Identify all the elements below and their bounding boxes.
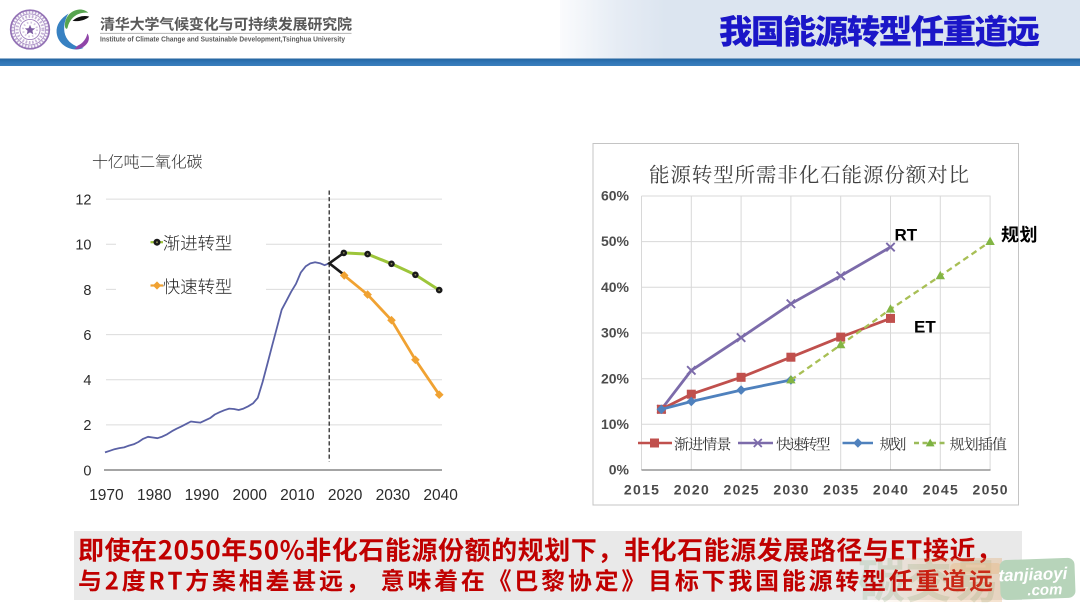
- svg-text:0%: 0%: [609, 462, 630, 478]
- svg-text:4: 4: [83, 373, 91, 389]
- svg-text:2020: 2020: [674, 482, 710, 498]
- svg-text:ET: ET: [914, 318, 936, 337]
- svg-text:2030: 2030: [773, 482, 809, 498]
- svg-text:20%: 20%: [601, 370, 630, 386]
- svg-text:10%: 10%: [601, 416, 630, 432]
- svg-text:2015: 2015: [624, 482, 660, 498]
- svg-text:1970: 1970: [89, 487, 124, 504]
- svg-text:1980: 1980: [137, 487, 172, 504]
- svg-text:12: 12: [75, 193, 91, 209]
- svg-text:2: 2: [83, 418, 91, 434]
- svg-text:2035: 2035: [823, 482, 859, 498]
- svg-text:.com: .com: [1027, 581, 1063, 599]
- svg-text:2000: 2000: [232, 487, 267, 504]
- svg-text:1990: 1990: [185, 487, 220, 504]
- svg-text:40%: 40%: [601, 279, 630, 295]
- svg-text:50%: 50%: [601, 233, 630, 249]
- svg-text:10: 10: [75, 238, 91, 254]
- svg-text:2025: 2025: [724, 482, 760, 498]
- svg-text:0: 0: [83, 463, 91, 479]
- svg-text:2030: 2030: [376, 487, 411, 504]
- svg-text:2040: 2040: [423, 487, 458, 504]
- svg-text:30%: 30%: [601, 325, 630, 341]
- svg-text:Institute of Climate Change an: Institute of Climate Change and Sustaina…: [100, 35, 346, 44]
- svg-text:60%: 60%: [601, 188, 630, 204]
- svg-text:2050: 2050: [973, 482, 1009, 498]
- svg-text:2040: 2040: [873, 482, 909, 498]
- svg-text:2020: 2020: [328, 487, 363, 504]
- svg-text:2010: 2010: [280, 487, 315, 504]
- svg-text:2045: 2045: [923, 482, 959, 498]
- svg-text:6: 6: [83, 328, 91, 344]
- svg-text:8: 8: [83, 283, 91, 299]
- svg-text:RT: RT: [895, 226, 918, 245]
- svg-text:tanjiaoyi: tanjiaoyi: [998, 564, 1069, 585]
